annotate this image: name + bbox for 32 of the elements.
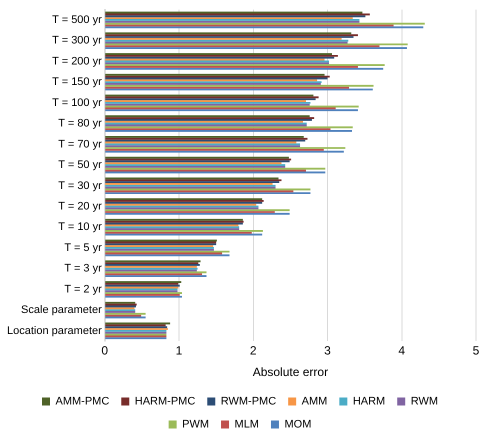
y-tick-label: T = 150 yr <box>52 76 102 88</box>
legend-label: MOM <box>284 418 312 431</box>
y-tick-label: T = 20 yr <box>58 200 102 213</box>
y-tick-label: T = 50 yr <box>58 159 102 172</box>
legend-label: MLM <box>234 418 259 431</box>
y-tick-label: T = 70 yr <box>58 138 102 150</box>
legend-label: AMM-PMC <box>56 396 110 408</box>
y-tick-label: T = 80 yr <box>58 118 102 130</box>
y-tick-label: T = 300 yr <box>52 34 102 47</box>
legend-label: RWM <box>410 396 438 408</box>
x-tick-label: 5 <box>472 344 480 358</box>
y-tick-label: T = 200 yr <box>52 55 102 68</box>
legend-label: AMM <box>302 396 328 408</box>
y-tick-label: T = 100 yr <box>52 96 102 109</box>
legend-label: RWM-PMC <box>220 396 276 408</box>
y-tick-label: T = 5 yr <box>64 242 102 254</box>
legend-label: PWM <box>182 418 210 431</box>
x-axis-title: Absolute error <box>252 365 328 380</box>
y-tick-label: T = 30 yr <box>58 180 102 192</box>
y-tick-label: T = 10 yr <box>58 221 102 234</box>
x-tick-label: 1 <box>176 344 183 358</box>
y-tick-label: T = 2 yr <box>64 283 102 296</box>
x-tick-label: 3 <box>324 344 332 358</box>
y-tick-label: Location parameter <box>6 324 102 337</box>
legend-label: HARM <box>352 396 386 408</box>
x-tick-label: 0 <box>101 344 108 358</box>
legend-label: HARM-PMC <box>134 396 196 408</box>
x-tick-label: 4 <box>398 344 406 358</box>
y-tick-label: T = 500 yr <box>52 14 102 26</box>
y-tick-label: Scale parameter <box>21 304 102 316</box>
y-tick-label: T = 3 yr <box>64 262 102 275</box>
x-tick-label: 2 <box>250 344 257 358</box>
